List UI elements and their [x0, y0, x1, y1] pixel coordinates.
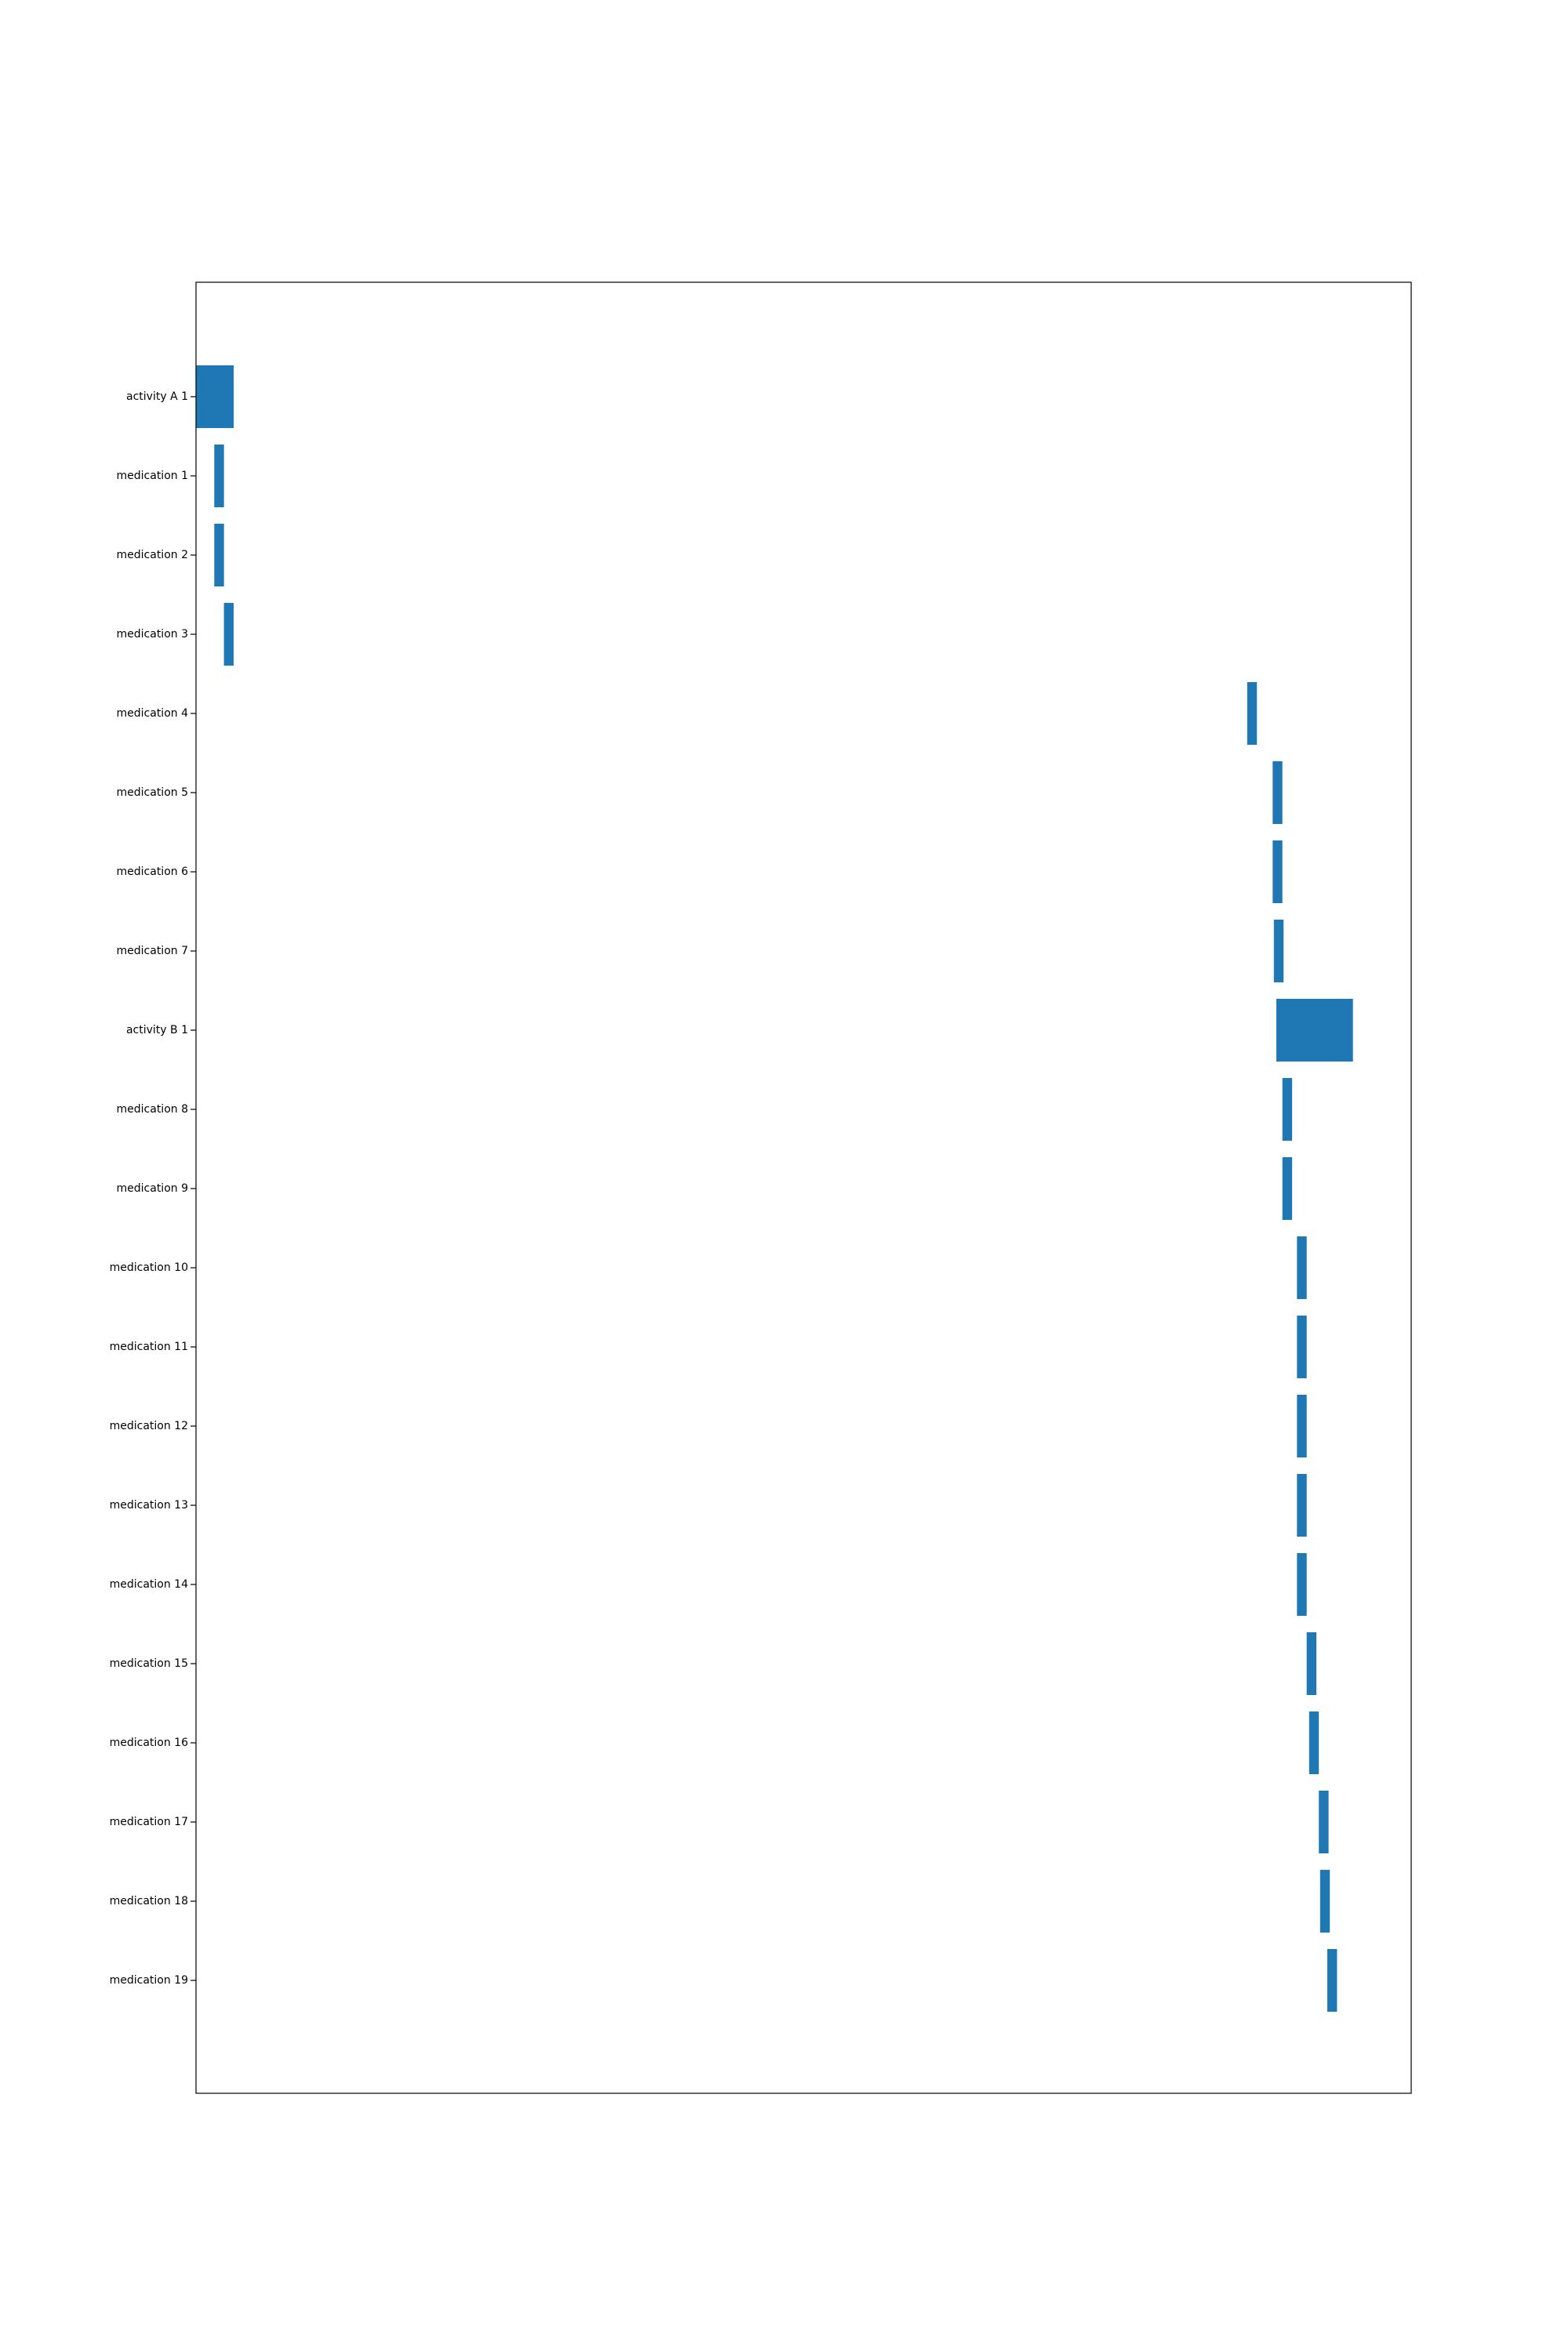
y-tick-label: activity A 1: [126, 390, 188, 403]
y-axis-ticks: activity A 1 medication 1 medication 2 medi…: [110, 390, 196, 1987]
bar: [1272, 840, 1283, 903]
y-tick-label: medication 16: [110, 1737, 188, 1749]
bar: [1276, 999, 1353, 1062]
y-tick-label: medication 7: [117, 945, 188, 957]
y-tick-label: medication 2: [117, 549, 188, 561]
bar: [1297, 1395, 1307, 1457]
y-tick-label: medication 19: [110, 1974, 188, 1987]
bar: [214, 524, 224, 586]
bar: [1273, 920, 1284, 982]
y-tick-label: medication 5: [117, 786, 188, 799]
y-tick-label: medication 9: [117, 1182, 188, 1195]
bar: [214, 445, 224, 507]
y-tick-label: medication 4: [117, 707, 189, 720]
y-tick-label: medication 6: [117, 866, 189, 878]
bar: [1327, 1949, 1338, 2012]
y-tick-label: medication 10: [110, 1261, 188, 1274]
bars-layer: [196, 365, 1353, 2012]
y-tick-label: medication 3: [117, 628, 188, 641]
y-tick-label: medication 14: [110, 1578, 188, 1591]
bar: [1319, 1791, 1329, 1853]
bar: [1297, 1316, 1307, 1378]
bar: [1297, 1553, 1307, 1616]
y-tick-label: medication 17: [110, 1816, 188, 1828]
bar: [1306, 1632, 1317, 1695]
bar: [1297, 1474, 1307, 1537]
bar: [196, 365, 234, 428]
y-tick-label: medication 13: [110, 1499, 188, 1512]
y-tick-label: medication 1: [117, 470, 188, 482]
bar: [1308, 1711, 1319, 1774]
bar: [1297, 1236, 1307, 1299]
plot-frame: [195, 281, 1412, 2094]
y-tick-label: medication 15: [110, 1657, 188, 1670]
bar: [1272, 761, 1283, 824]
bar: [1282, 1157, 1293, 1220]
bar: [1319, 1870, 1330, 1933]
bar: [1247, 682, 1258, 745]
y-tick-label: medication 8: [117, 1103, 188, 1116]
bar: [1282, 1078, 1293, 1141]
y-tick-label: activity B 1: [126, 1024, 188, 1036]
bar: [223, 603, 234, 666]
y-tick-label: medication 12: [110, 1420, 188, 1432]
y-tick-label: medication 18: [110, 1895, 188, 1907]
y-tick-label: medication 11: [110, 1341, 188, 1353]
